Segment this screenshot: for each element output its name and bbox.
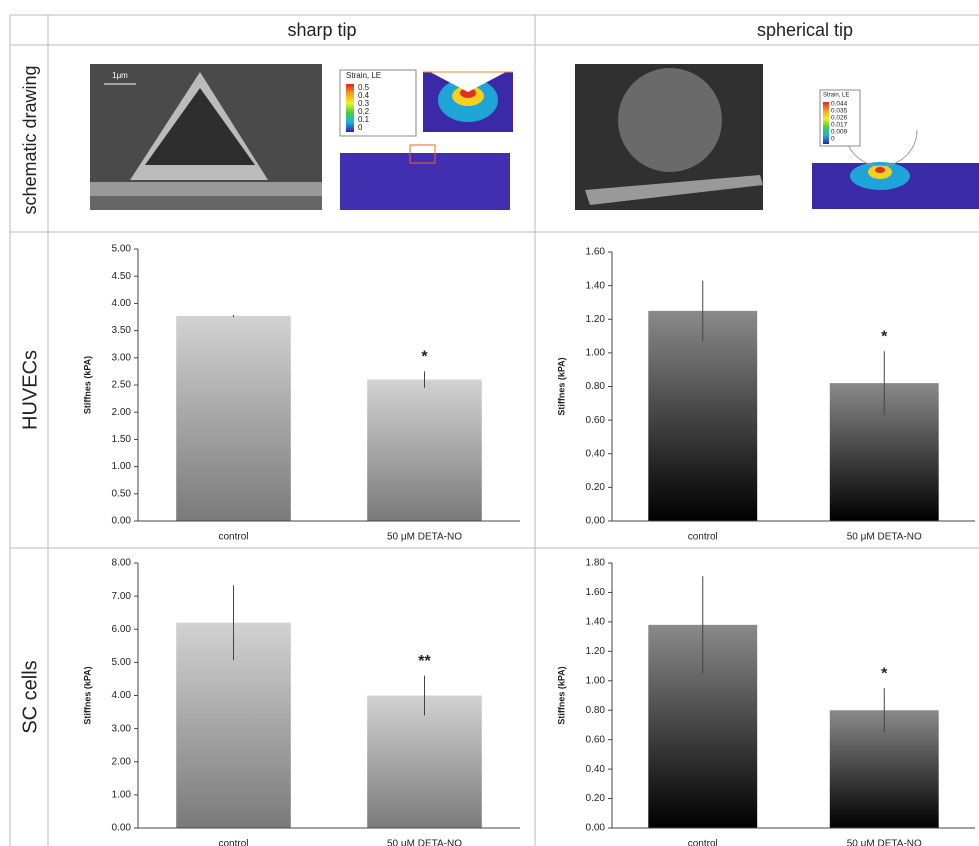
y-tick-label: 1.00 xyxy=(586,348,606,359)
y-tick-label: 3.50 xyxy=(112,325,132,336)
significance-marker: ** xyxy=(418,653,431,670)
column-header: spherical tip xyxy=(757,20,853,40)
legend-label: 0.026 xyxy=(831,115,848,122)
y-tick-label: 7.00 xyxy=(112,591,132,602)
x-tick-label: control xyxy=(218,532,248,543)
y-tick-label: 0.20 xyxy=(586,482,606,493)
y-tick-label: 0.00 xyxy=(112,823,132,834)
legend-title: Strain, LE xyxy=(346,71,381,80)
x-tick-label: 50 μM DETA-NO xyxy=(847,839,922,846)
y-tick-label: 1.40 xyxy=(586,617,606,628)
x-tick-label: control xyxy=(218,839,248,846)
y-tick-label: 3.00 xyxy=(112,723,132,734)
y-tick-label: 1.20 xyxy=(586,314,606,325)
y-tick-label: 2.50 xyxy=(112,380,132,391)
y-tick-label: 8.00 xyxy=(112,558,132,569)
y-tick-label: 0.40 xyxy=(586,448,606,459)
legend-label: 0 xyxy=(831,136,835,143)
y-tick-label: 1.40 xyxy=(586,280,606,291)
y-tick-label: 1.00 xyxy=(112,790,132,801)
legend-title: Strain, LE xyxy=(823,93,849,99)
y-tick-label: 0.60 xyxy=(586,415,606,426)
y-tick-label: 0.00 xyxy=(586,516,606,527)
legend-label: 0.017 xyxy=(831,122,848,129)
significance-marker: * xyxy=(421,349,428,366)
x-tick-label: control xyxy=(688,839,718,846)
y-tick-label: 4.00 xyxy=(112,298,132,309)
y-tick-label: 0.00 xyxy=(586,823,606,834)
y-tick-label: 1.60 xyxy=(586,247,606,258)
y-tick-label: 3.00 xyxy=(112,352,132,363)
y-tick-label: 0.60 xyxy=(586,734,606,745)
y-axis-title: Stiffnes (kPA) xyxy=(82,356,92,414)
y-tick-label: 1.80 xyxy=(586,558,606,569)
y-tick-label: 0.50 xyxy=(112,488,132,499)
bar xyxy=(648,311,757,521)
bar xyxy=(367,380,482,521)
y-tick-label: 1.00 xyxy=(112,461,132,472)
y-axis-title: Stiffnes (kPA) xyxy=(556,666,566,724)
x-tick-label: control xyxy=(688,532,718,543)
scale-bar-label: 1μm xyxy=(112,71,128,80)
y-tick-label: 2.00 xyxy=(112,407,132,418)
x-tick-label: 50 μM DETA-NO xyxy=(387,532,462,543)
y-tick-label: 1.50 xyxy=(112,434,132,445)
y-axis-title: Stiffnes (kPA) xyxy=(82,666,92,724)
row-header: HUVECs xyxy=(19,350,41,430)
legend-label: 0.035 xyxy=(831,108,848,115)
x-tick-label: 50 μM DETA-NO xyxy=(847,532,922,543)
sem-image: 1μm xyxy=(90,64,322,210)
legend-label: 0.009 xyxy=(831,129,848,136)
y-tick-label: 5.00 xyxy=(112,657,132,668)
y-tick-label: 0.00 xyxy=(112,516,132,527)
bar xyxy=(176,316,291,521)
y-tick-label: 0.80 xyxy=(586,381,606,392)
figure: sharp tip spherical tip schematic drawin… xyxy=(0,0,979,846)
sem-image xyxy=(575,64,763,210)
y-tick-label: 6.00 xyxy=(112,624,132,635)
y-tick-label: 4.50 xyxy=(112,271,132,282)
significance-marker: * xyxy=(881,328,888,345)
row-header: SC cells xyxy=(19,660,41,733)
y-tick-label: 2.00 xyxy=(112,756,132,767)
y-axis-title: Stiffnes (kPA) xyxy=(556,357,566,415)
x-tick-label: 50 μM DETA-NO xyxy=(387,839,462,846)
y-tick-label: 1.60 xyxy=(586,587,606,598)
significance-marker: * xyxy=(881,665,888,682)
y-tick-label: 4.00 xyxy=(112,690,132,701)
y-tick-label: 0.80 xyxy=(586,705,606,716)
legend-label: 0.044 xyxy=(831,101,848,108)
column-header: sharp tip xyxy=(287,20,356,40)
y-tick-label: 1.20 xyxy=(586,646,606,657)
y-tick-label: 1.00 xyxy=(586,675,606,686)
legend-label: 0 xyxy=(358,123,363,132)
y-tick-label: 0.40 xyxy=(586,764,606,775)
row-header: schematic drawing xyxy=(20,65,40,214)
y-tick-label: 5.00 xyxy=(112,244,132,255)
y-tick-label: 0.20 xyxy=(586,793,606,804)
